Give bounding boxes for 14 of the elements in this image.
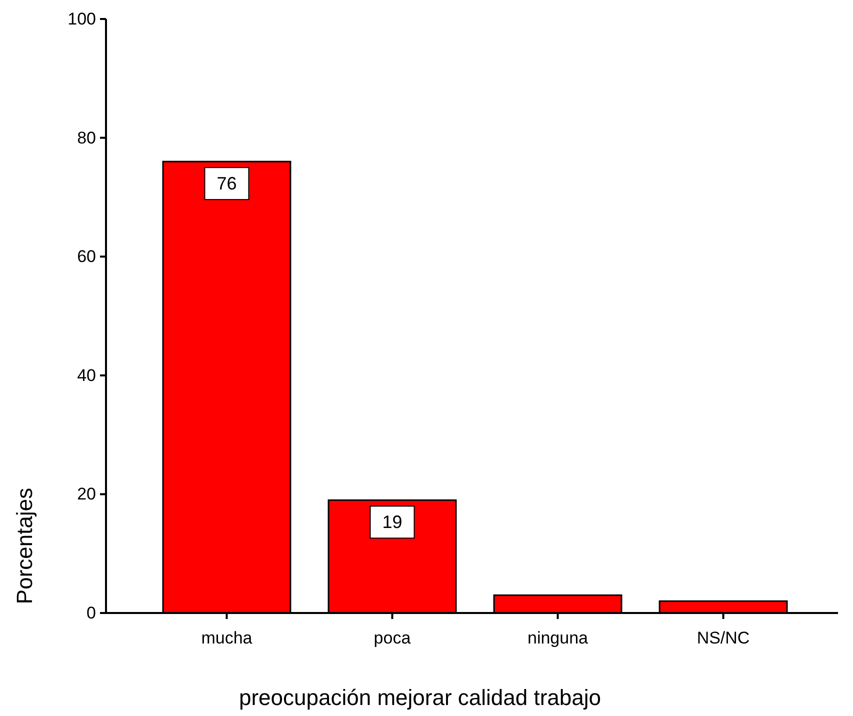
x-axis-title: preocupación mejorar calidad trabajo <box>239 685 601 710</box>
y-tick-label: 100 <box>68 10 96 28</box>
y-tick-label: 80 <box>77 128 96 148</box>
y-tick-label: 60 <box>77 247 96 266</box>
x-tick-label: ninguna <box>528 628 589 648</box>
y-axis-title: Porcentajes <box>12 488 37 604</box>
y-tick-label: 0 <box>86 604 96 622</box>
x-tick-label: poca <box>374 628 412 648</box>
x-tick-label: mucha <box>201 628 253 648</box>
y-tick-label: 20 <box>77 484 96 504</box>
y-tick-label: 40 <box>77 366 96 385</box>
x-tick-label: NS/NC <box>696 628 750 648</box>
data-label: 19 <box>382 512 402 532</box>
data-label: 76 <box>216 174 237 194</box>
